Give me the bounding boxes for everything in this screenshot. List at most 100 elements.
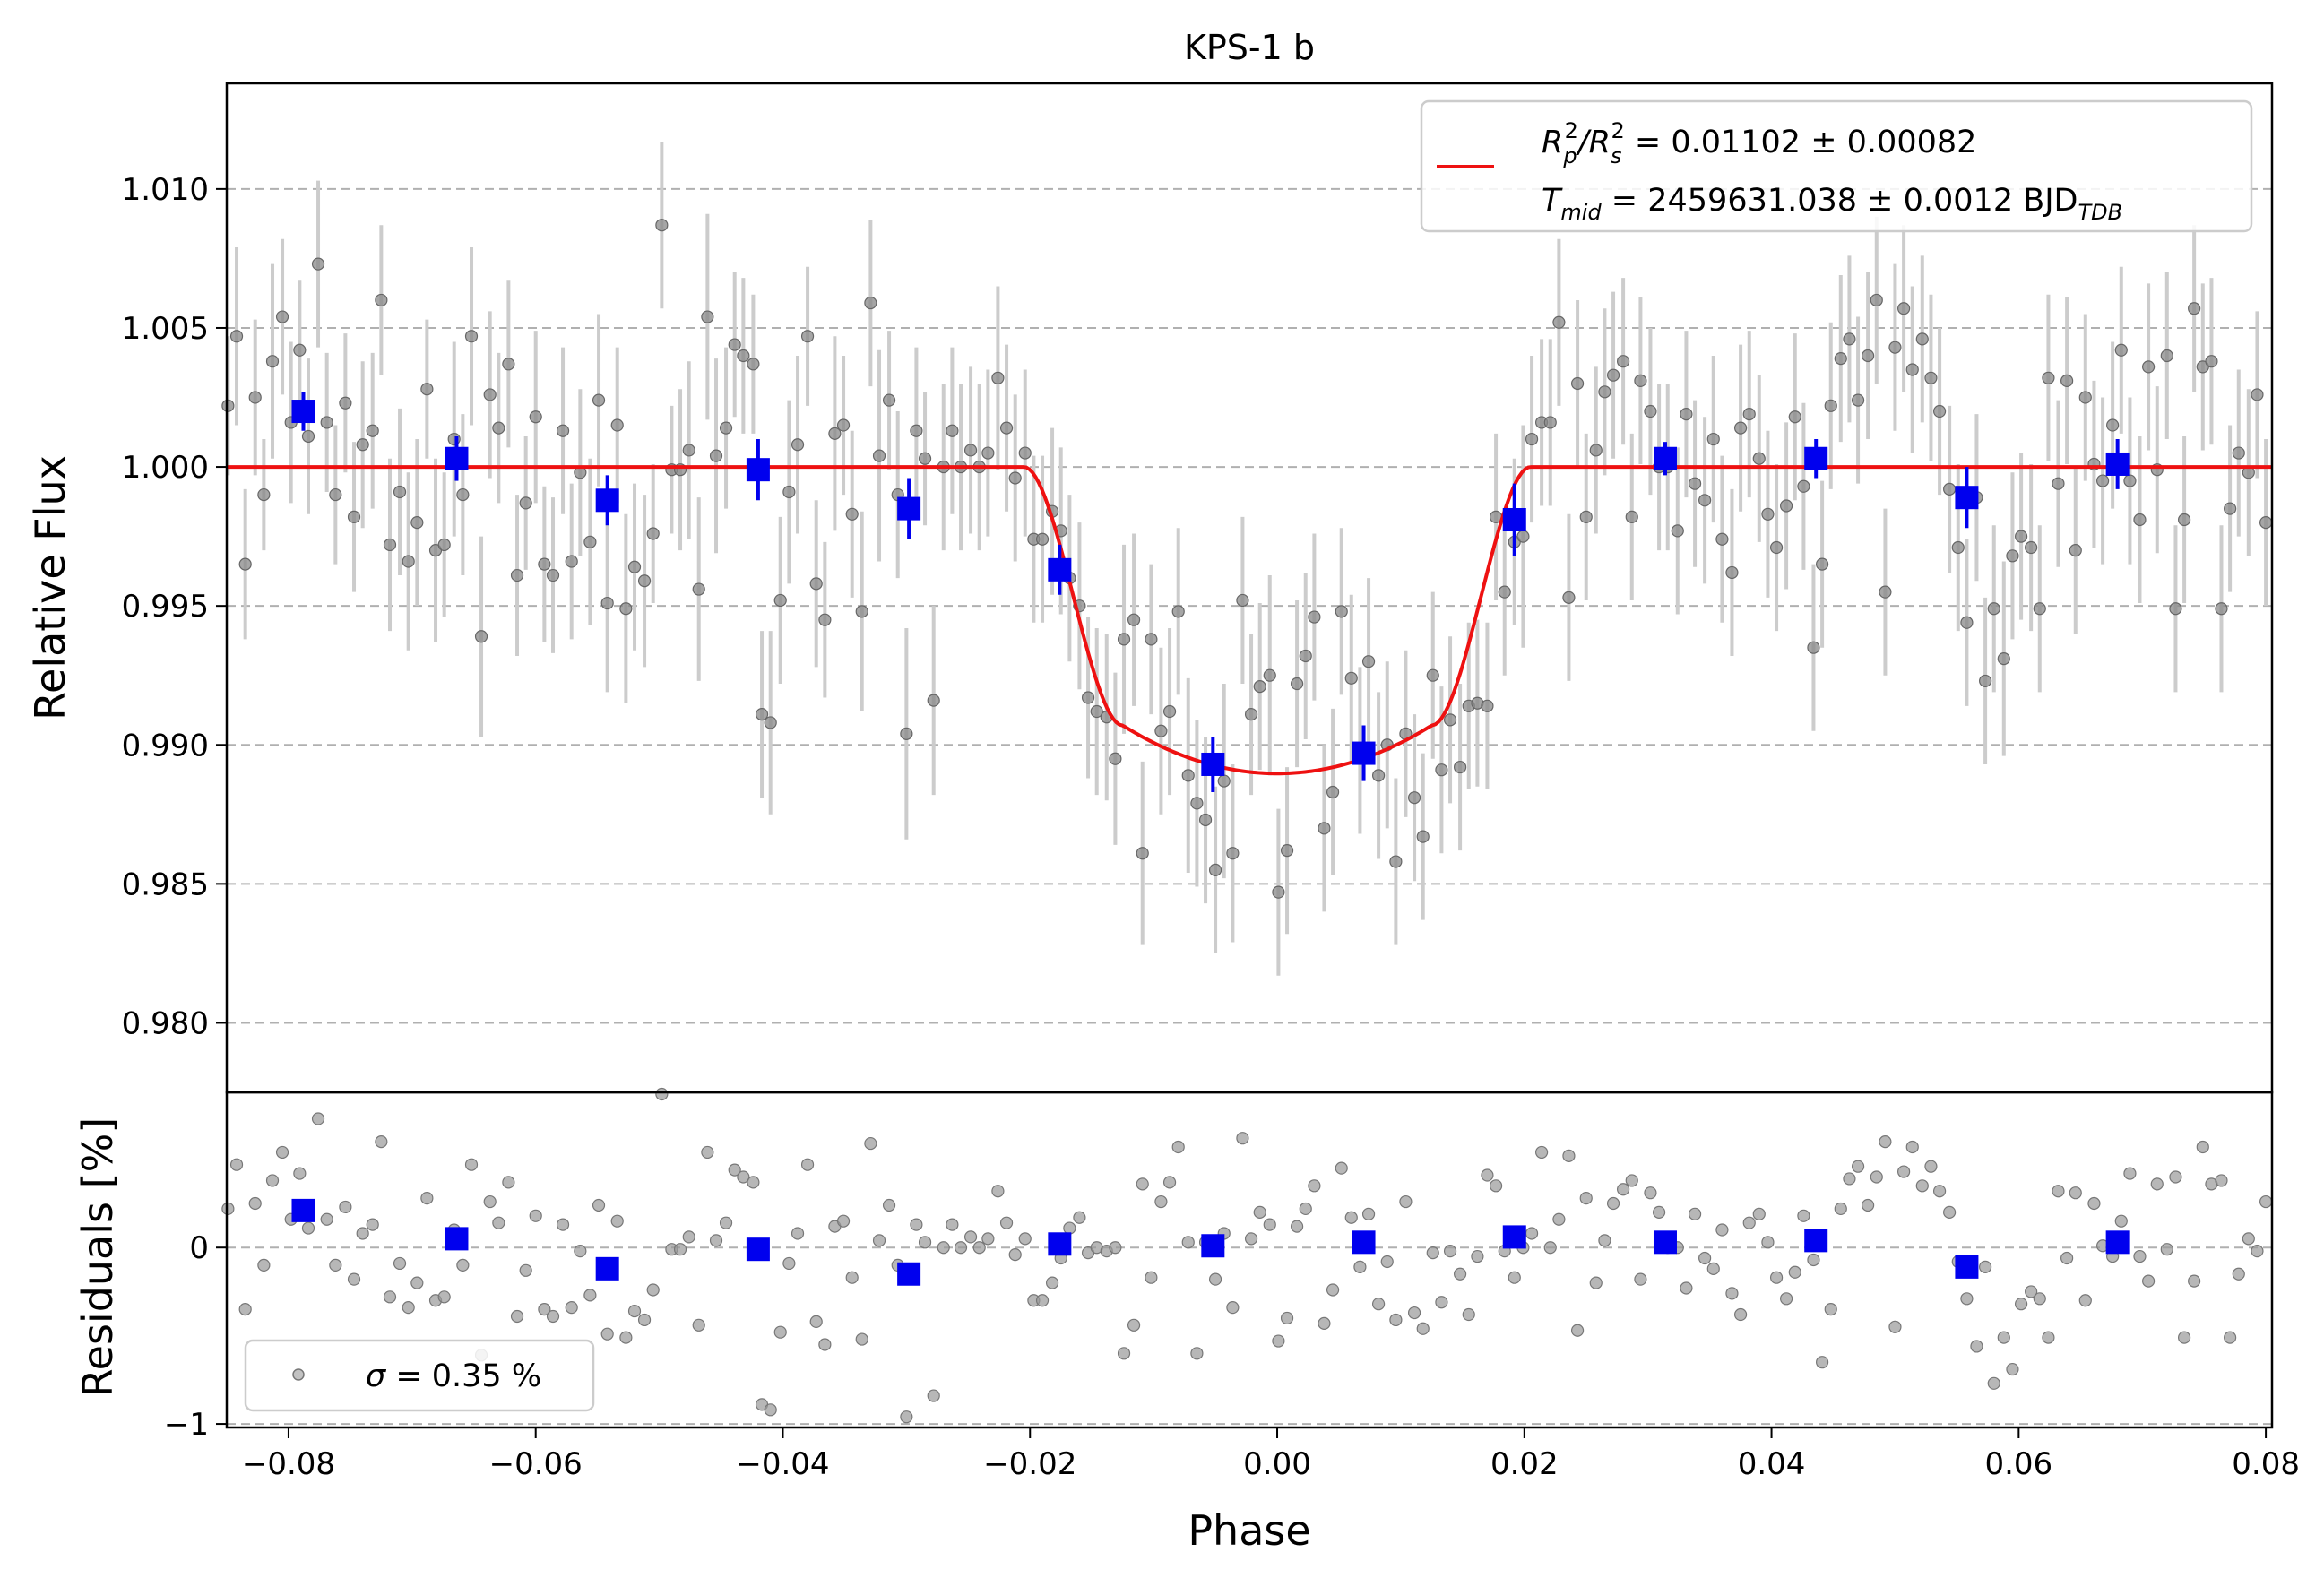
residuals-ytick-label: 0: [189, 1230, 209, 1266]
main-data-point: [872, 449, 886, 462]
residual-data-point: [991, 1185, 1005, 1198]
residuals-legend-marker: [292, 1368, 305, 1381]
main-data-point: [927, 694, 940, 707]
main-data-point: [1843, 332, 1856, 346]
main-binned-point: [291, 400, 315, 424]
main-data-point: [1552, 315, 1566, 329]
residual-binned-point: [1804, 1229, 1828, 1253]
main-data-point: [782, 485, 796, 499]
main-data-point: [1915, 332, 1929, 346]
residuals-panel: −1 0 −0.08 −0.06 −0.04 −0.02 0.00 0.02 0.04 0.06…: [73, 1087, 2300, 1555]
main-data-point: [502, 358, 515, 371]
residual-data-point: [492, 1216, 505, 1229]
residual-data-point: [1326, 1283, 1340, 1297]
residuals-yticks: −1 0: [164, 1230, 227, 1443]
residual-data-point: [1035, 1294, 1050, 1307]
main-data-point: [1725, 565, 1739, 580]
residual-data-point: [1598, 1234, 1611, 1247]
main-data-point: [1299, 649, 1312, 663]
residual-data-point: [728, 1163, 741, 1177]
main-data-point: [1008, 471, 1022, 485]
main-data-point: [1924, 371, 1938, 384]
main-legend-line2: Tmid = 2459631.038 ± 0.0012 BJDTDB: [1542, 183, 2122, 225]
residual-data-point: [1508, 1271, 1521, 1284]
x-axis-label: Phase: [1188, 1506, 1310, 1555]
residual-data-point: [502, 1176, 515, 1189]
residual-data-point: [2196, 1140, 2209, 1154]
residual-binned-point: [897, 1262, 921, 1286]
residual-data-point: [2142, 1274, 2156, 1288]
main-y-axis-label: Relative Flux: [26, 455, 74, 720]
main-data-point: [747, 358, 760, 371]
residuals-binned-points: [291, 1198, 2130, 1286]
main-data-point: [728, 338, 741, 351]
main-data-point: [1326, 785, 1340, 799]
main-data-point: [1634, 374, 1647, 388]
residual-data-point: [2178, 1331, 2191, 1344]
main-data-point: [1361, 655, 1376, 668]
chart-title: KPS-1 b: [1184, 28, 1315, 67]
main-data-point: [1862, 349, 1875, 363]
residual-data-point: [646, 1283, 660, 1297]
residual-data-point: [1171, 1140, 1185, 1154]
main-data-point: [2106, 418, 2120, 432]
main-data-point: [619, 602, 633, 616]
main-data-point: [592, 393, 606, 407]
residual-data-point: [918, 1236, 932, 1249]
main-data-point: [709, 449, 723, 462]
main-binned-point: [595, 488, 619, 513]
residual-data-point: [1253, 1205, 1266, 1219]
residual-binned-point: [291, 1198, 315, 1222]
main-data-point: [1932, 404, 1947, 418]
residual-data-point: [954, 1241, 968, 1255]
main-data-point: [2114, 343, 2128, 357]
residual-data-point: [1688, 1207, 1702, 1220]
main-data-point: [1208, 863, 1222, 876]
main-data-point: [1879, 585, 1892, 599]
main-binned-point: [1653, 446, 1677, 470]
main-yticks: 0.980 0.985 0.990 0.995 1.000 1.005 1.010: [122, 172, 227, 1041]
main-data-point: [2169, 602, 2182, 616]
main-data-point: [311, 257, 325, 271]
main-legend: Rp2/Rs2 = 0.01102 ± 0.00082 Tmid = 24596…: [1420, 99, 2253, 233]
main-binned-points: [291, 392, 2130, 792]
transit-model-line: [227, 465, 2272, 776]
main-data-point: [375, 293, 388, 307]
main-data-point: [1606, 368, 1620, 382]
main-data-point: [1644, 404, 1657, 418]
main-data-point: [1543, 416, 1557, 429]
residual-data-point: [356, 1227, 369, 1240]
residual-data-point: [257, 1258, 271, 1272]
main-data-point: [2259, 516, 2273, 530]
residual-data-point: [420, 1192, 434, 1205]
residual-binned-point: [2105, 1230, 2130, 1255]
residual-data-point: [963, 1230, 978, 1244]
main-data-point: [1905, 363, 1919, 376]
residual-data-point: [1960, 1292, 1974, 1306]
residual-data-point: [946, 1218, 959, 1231]
main-data-point: [2069, 544, 2082, 557]
main-data-point: [1680, 408, 1693, 421]
residual-data-point: [1335, 1161, 1348, 1175]
main-data-point: [402, 555, 415, 568]
main-data-point: [963, 444, 978, 457]
main-data-point: [483, 388, 497, 401]
main-data-point: [1389, 855, 1403, 868]
main-data-point: [1272, 885, 1285, 899]
residual-data-point: [900, 1410, 913, 1424]
residual-data-point: [1353, 1260, 1367, 1273]
residual-data-point: [301, 1221, 315, 1235]
main-data-point: [1617, 355, 1630, 368]
residual-data-point: [937, 1241, 950, 1255]
residual-data-point: [1589, 1276, 1603, 1289]
residual-data-point: [927, 1389, 940, 1402]
main-data-point: [1443, 713, 1457, 727]
main-data-point: [828, 427, 842, 440]
residual-binned-point: [1048, 1232, 1072, 1256]
residual-data-point: [1706, 1262, 1720, 1275]
residual-data-point: [1725, 1287, 1739, 1300]
main-data-point: [755, 708, 769, 721]
residual-data-point: [1543, 1241, 1557, 1255]
residual-data-point: [1073, 1211, 1086, 1224]
x-tick-label: −0.06: [489, 1446, 583, 1482]
